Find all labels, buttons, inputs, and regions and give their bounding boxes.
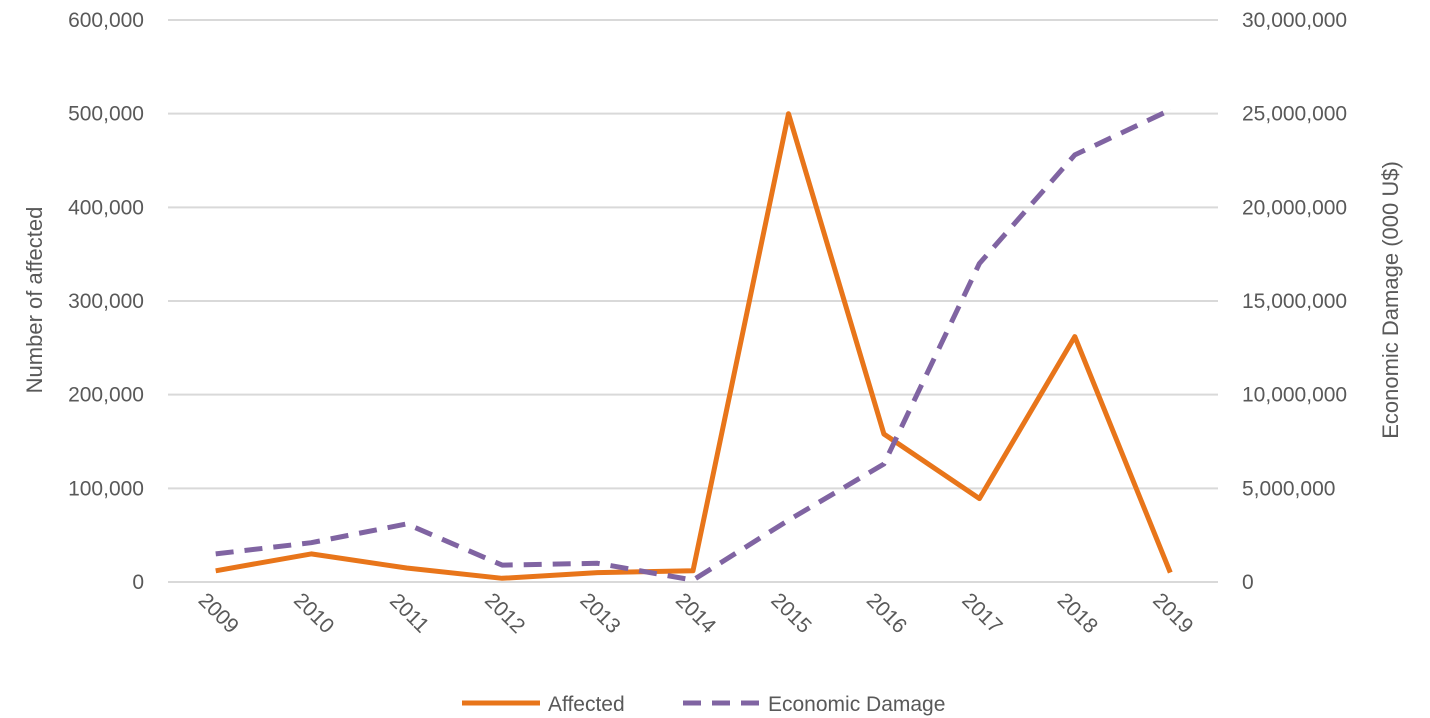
x-tick-label: 2010 bbox=[289, 589, 338, 638]
x-tick-label: 2012 bbox=[480, 589, 529, 638]
legend-label-affected: Affected bbox=[548, 693, 625, 716]
right-tick-label: 20,000,000 bbox=[1242, 196, 1347, 219]
gridlines bbox=[168, 19, 1218, 583]
left-tick-label: 100,000 bbox=[68, 477, 144, 500]
x-tick-label: 2015 bbox=[766, 589, 815, 638]
right-axis-title: Economic Damage (000 U$) bbox=[1378, 161, 1403, 439]
right-tick-label: 0 bbox=[1242, 571, 1254, 594]
x-tick-label: 2016 bbox=[862, 589, 911, 638]
right-tick-label: 10,000,000 bbox=[1242, 384, 1347, 407]
legend-label-economic-damage: Economic Damage bbox=[768, 693, 945, 716]
right-axis-ticks: 0 5,000,000 10,000,000 15,000,000 20,000,000… bbox=[1242, 9, 1347, 594]
x-tick-label: 2011 bbox=[385, 589, 433, 637]
x-tick-label: 2013 bbox=[575, 589, 624, 638]
right-tick-label: 15,000,000 bbox=[1242, 290, 1347, 313]
series-layer bbox=[215, 107, 1173, 583]
left-axis-ticks: 0 100,000 200,000 300,000 400,000 500,000 600,… bbox=[68, 9, 144, 594]
left-tick-label: 400,000 bbox=[68, 196, 144, 219]
series-line-affected bbox=[215, 111, 1173, 581]
x-tick-label: 2018 bbox=[1053, 589, 1102, 638]
left-tick-label: 500,000 bbox=[68, 103, 144, 126]
x-tick-label: 2019 bbox=[1148, 589, 1197, 638]
right-tick-label: 5,000,000 bbox=[1242, 477, 1335, 500]
left-tick-label: 300,000 bbox=[68, 290, 144, 313]
right-tick-label: 25,000,000 bbox=[1242, 103, 1347, 126]
x-tick-label: 2009 bbox=[194, 589, 243, 638]
right-tick-label: 30,000,000 bbox=[1242, 9, 1347, 32]
left-tick-label: 0 bbox=[132, 571, 144, 594]
series-line-economic-damage bbox=[215, 107, 1172, 583]
left-tick-label: 200,000 bbox=[68, 384, 144, 407]
x-tick-label: 2017 bbox=[957, 589, 1006, 638]
left-axis-title: Number of affected bbox=[22, 207, 47, 394]
left-tick-label: 600,000 bbox=[68, 9, 144, 32]
legend: Affected Economic Damage bbox=[462, 693, 945, 716]
x-tick-label: 2014 bbox=[671, 589, 721, 639]
x-axis-ticks: 2009 2010 2011 2012 2013 2014 2015 2016 2017 2018… bbox=[194, 589, 1198, 639]
